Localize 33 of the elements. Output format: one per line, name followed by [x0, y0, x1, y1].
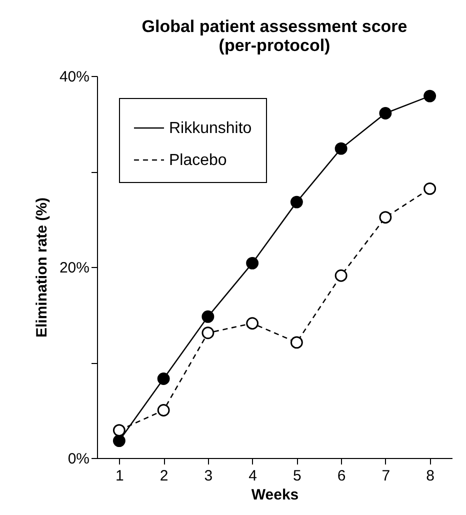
legend-label: Rikkunshito [169, 120, 252, 137]
point [379, 107, 392, 120]
text: (per-protocol) [218, 36, 330, 55]
x-tick-label: 3 [204, 468, 213, 484]
point [246, 256, 259, 270]
point [112, 424, 126, 437]
y-axis-title: Elimination rate (%) [33, 197, 50, 338]
point [112, 434, 126, 448]
y-tick-label: 20% [59, 260, 90, 276]
x-tick-label: 8 [426, 468, 434, 484]
x-tick-label: 7 [382, 468, 390, 484]
y-tick-label: 0% [68, 450, 90, 468]
point [424, 182, 436, 195]
x-tick-label: 5 [293, 468, 302, 484]
x-tick-label: 1 [116, 468, 124, 484]
point [157, 404, 170, 416]
text: Global patient assessment score [142, 17, 408, 36]
point [202, 310, 214, 323]
point [334, 142, 348, 155]
legend-label: Placebo [169, 152, 227, 169]
point [290, 196, 303, 208]
point [157, 372, 170, 385]
point [246, 317, 259, 330]
x-axis-title: Weeks [251, 486, 299, 504]
x-tick-label: 2 [160, 468, 168, 484]
x-tick-label: 4 [248, 468, 257, 484]
y-tick-label: 40% [59, 68, 90, 86]
point [334, 269, 348, 282]
point [379, 211, 392, 224]
point [290, 336, 303, 349]
point [424, 90, 436, 102]
point [202, 326, 214, 340]
x-tick-label: 6 [337, 468, 346, 484]
